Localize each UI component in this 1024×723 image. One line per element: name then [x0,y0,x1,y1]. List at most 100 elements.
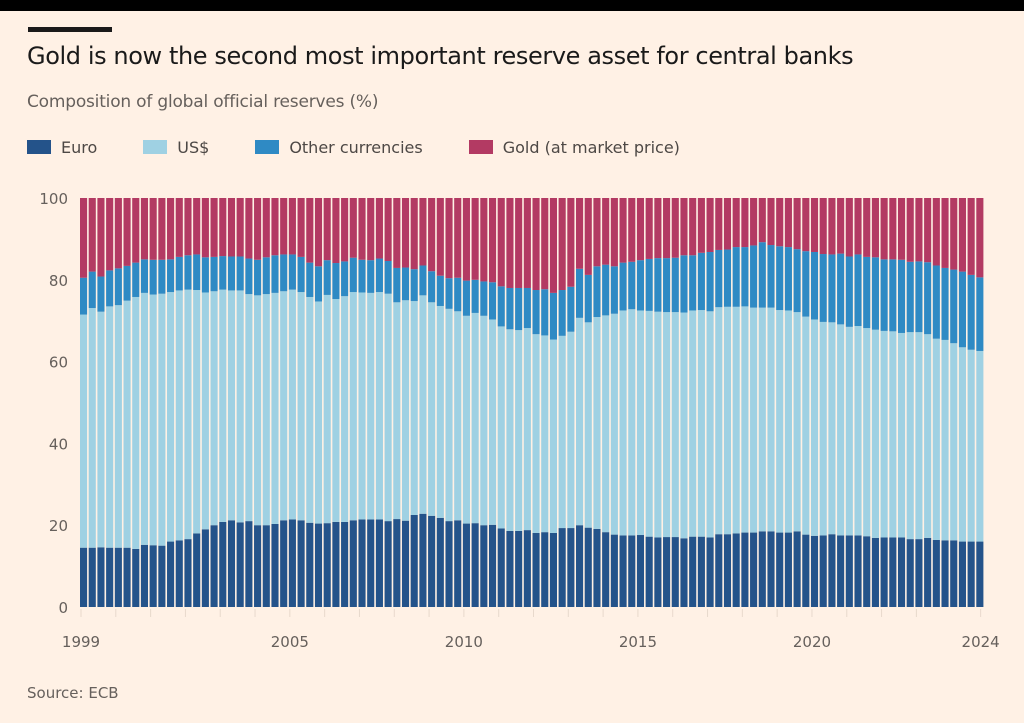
bar-segment-other-currencies [680,255,688,313]
bar-segment-gold-at-market-price [323,198,331,261]
bar-segment-gold-at-market-price [314,198,323,267]
bar-segment-euro [158,545,166,607]
bar-segment-euro [906,539,914,607]
bar-segment-euro [332,521,340,607]
bar-segment-euro [367,519,375,607]
bar-segment-gold-at-market-price [750,198,758,246]
bar-segment-us [541,335,549,533]
bar-segment-euro [924,537,932,607]
bar-segment-euro [619,535,627,607]
bar-segment-other-currencies [915,261,923,333]
bar-segment-gold-at-market-price [428,198,436,272]
bar-segment-gold-at-market-price [906,198,914,262]
bar-segment-euro [436,517,444,607]
bar-segment-gold-at-market-price [619,198,627,263]
bar-segment-euro [567,528,575,607]
bar-segment-us [950,343,958,541]
bar-segment-gold-at-market-price [706,198,714,252]
y-tick-label: 60 [49,354,68,372]
bar-segment-gold-at-market-price [767,198,775,246]
bar-segment-us [628,309,636,536]
bar-segment-other-currencies [445,278,453,309]
bar-segment-other-currencies [871,257,879,330]
bar-segment-gold-at-market-price [950,198,958,270]
bar-segment-gold-at-market-price [419,198,427,266]
bar-segment-other-currencies [245,258,253,295]
bar-segment-euro [184,539,192,607]
bar-segment-gold-at-market-price [149,198,157,260]
bar-segment-euro [584,527,592,607]
bar-segment-euro [810,535,819,607]
bar-segment-other-currencies [193,254,201,291]
bar-segment-other-currencies [262,257,270,295]
bar-segment-gold-at-market-price [636,198,645,261]
bar-segment-other-currencies [132,262,140,297]
bar-segment-gold-at-market-price [941,198,949,268]
bar-segment-gold-at-market-price [924,198,932,263]
legend-swatch-other-currencies [255,140,280,154]
bar-segment-other-currencies [958,271,966,348]
bar-segment-euro [471,523,479,607]
bar-segment-us [671,312,679,538]
bar-segment-us [306,296,314,523]
bar-segment-other-currencies [706,251,714,312]
bar-segment-euro [106,547,114,607]
bar-segment-euro [80,547,88,607]
bar-segment-other-currencies [741,247,749,307]
bar-segment-euro [97,547,105,607]
bar-segment-gold-at-market-price [210,198,218,257]
top-bar [0,0,1024,11]
bar-segment-other-currencies [776,246,784,311]
bar-segment-other-currencies [88,271,96,309]
legend-label-other-currencies: Other currencies [289,137,423,157]
bar-segment-us [636,310,645,536]
bar-segment-us [271,292,279,524]
bar-segment-us [845,326,853,536]
bar-segment-gold-at-market-price [845,198,853,257]
x-tick-label: 2020 [793,633,831,651]
bar-segment-other-currencies [845,256,853,327]
bar-segment-us [549,339,557,533]
bar-segment-euro [254,525,262,607]
bar-segment-us [506,329,514,531]
bar-segment-other-currencies [436,275,444,306]
bar-segment-us [471,312,479,524]
bar-segment-other-currencies [689,255,697,311]
bar-segment-other-currencies [401,267,410,301]
bar-segment-gold-at-market-price [976,198,984,278]
bar-segment-us [750,307,758,533]
x-tick-label: 2015 [619,633,657,651]
bar-segment-gold-at-market-price [140,198,149,260]
bar-segment-us [697,310,705,537]
bar-segment-us [715,307,723,535]
bar-segment-gold-at-market-price [532,198,540,291]
bar-segment-gold-at-market-price [880,198,888,260]
bar-segment-us [80,314,88,548]
bar-segment-other-currencies [636,260,645,311]
bar-segment-other-currencies [106,270,114,307]
bar-segment-us [906,332,914,540]
bar-segment-other-currencies [497,286,505,327]
bar-segment-other-currencies [619,262,627,311]
bar-segment-us [201,292,209,530]
bar-segment-gold-at-market-price [184,198,192,256]
bar-segment-gold-at-market-price [576,198,584,269]
bar-segment-us [454,311,462,521]
bar-segment-other-currencies [584,274,592,323]
bar-segment-euro [306,522,314,607]
bar-segment-other-currencies [645,258,653,311]
bar-segment-gold-at-market-price [97,198,105,277]
bar-segment-gold-at-market-price [341,198,349,262]
bar-segment-us [802,316,810,535]
bar-segment-us [619,310,627,536]
bar-segment-other-currencies [715,249,723,308]
bar-segment-us [532,334,540,533]
bar-segment-gold-at-market-price [236,198,244,257]
bar-segment-gold-at-market-price [219,198,227,257]
y-axis: 0 20 40 60 80 100 [39,190,68,617]
bar-segment-us [897,332,906,538]
bar-segment-euro [941,540,949,607]
bar-segment-gold-at-market-price [863,198,871,257]
bar-segment-us [114,305,122,548]
bar-segment-us [288,289,296,520]
